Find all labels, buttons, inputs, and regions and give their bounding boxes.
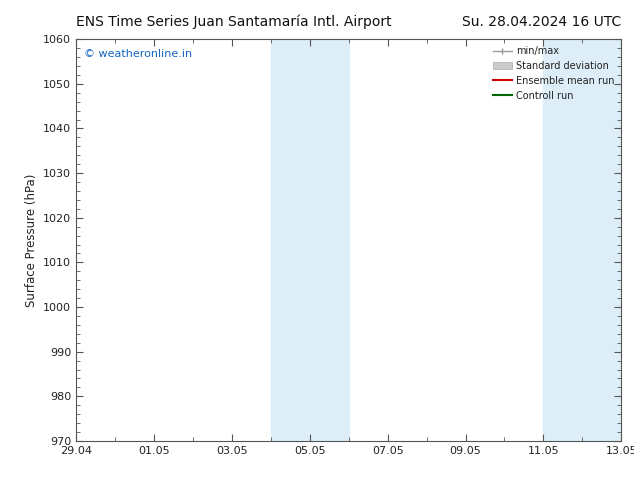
Bar [543, 39, 621, 441]
Legend: min/max, Standard deviation, Ensemble mean run, Controll run: min/max, Standard deviation, Ensemble me… [489, 42, 618, 104]
Text: Su. 28.04.2024 16 UTC: Su. 28.04.2024 16 UTC [462, 15, 621, 29]
Y-axis label: Surface Pressure (hPa): Surface Pressure (hPa) [25, 173, 37, 307]
Bar [271, 39, 349, 441]
Text: ENS Time Series Juan Santamaría Intl. Airport: ENS Time Series Juan Santamaría Intl. Ai… [76, 15, 392, 29]
Text: © weatheronline.in: © weatheronline.in [84, 49, 192, 59]
